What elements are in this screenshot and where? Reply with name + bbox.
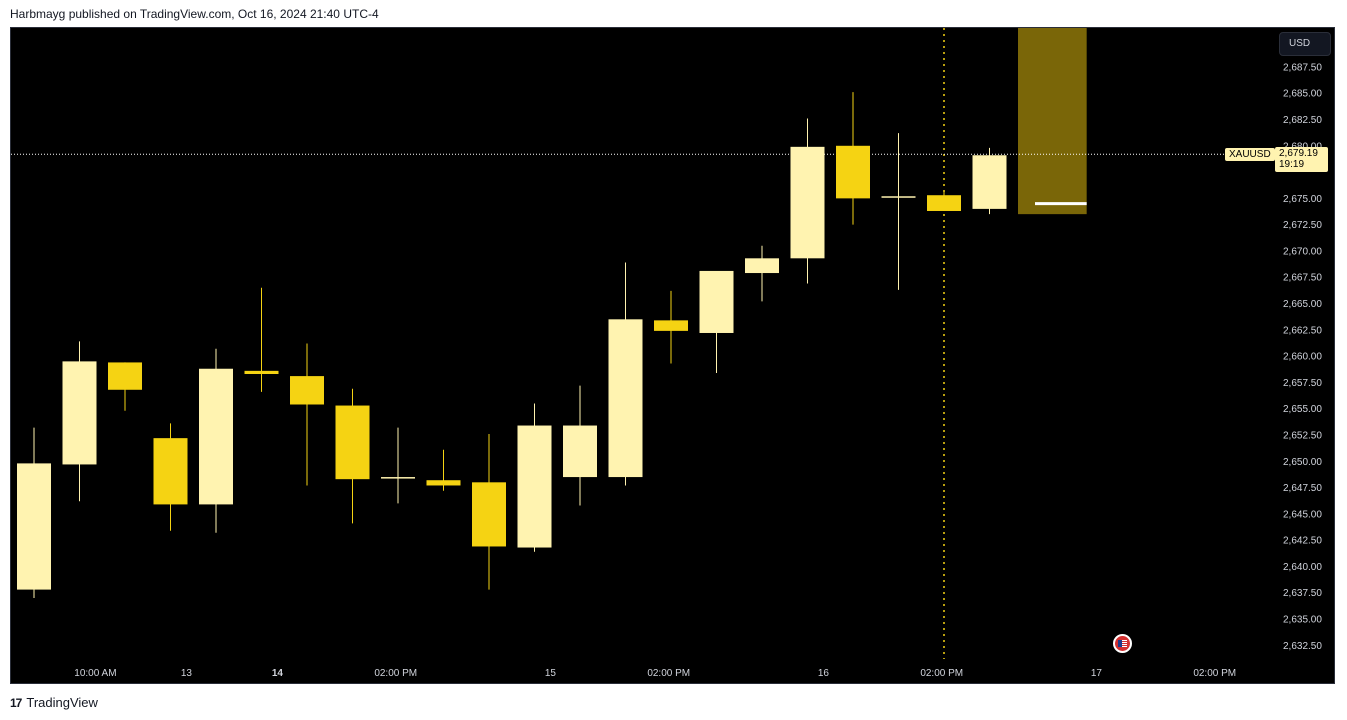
candle-body [881, 196, 916, 198]
y-axis-tick-label: 2,667.50 [1283, 273, 1322, 284]
bar-countdown: 19:19 [1279, 159, 1305, 170]
candle-body [836, 145, 870, 199]
x-axis-tick-label: 16 [818, 668, 830, 679]
y-axis-tick-label: 2,672.50 [1283, 220, 1322, 231]
candle-body [654, 320, 688, 331]
chart-panel[interactable]: 2,632.50 2,635.00 2,637.50 2,640.00 2,642.50… [10, 27, 1335, 684]
candle-body [972, 155, 1007, 209]
candle-body [335, 405, 370, 480]
y-axis-tick-label: 2,657.50 [1283, 378, 1322, 389]
candle-body [608, 319, 643, 478]
brand-name: TradingView [26, 695, 98, 710]
candle-12 [563, 385, 597, 506]
candle-body [153, 438, 188, 505]
candle-3 [153, 423, 188, 531]
y-axis-tick-label: 2,662.50 [1283, 325, 1322, 336]
candle-8 [381, 427, 415, 504]
tradingview-logo-icon: 17 [10, 695, 22, 710]
candle-16 [745, 245, 779, 302]
y-axis-tick-label: 2,660.00 [1283, 352, 1322, 363]
candle-1 [62, 341, 97, 502]
candle-body [244, 370, 279, 374]
x-axis-tick-label: 10:00 AM [74, 668, 116, 679]
y-axis-tick-label: 2,637.50 [1283, 588, 1322, 599]
candle-14 [654, 290, 688, 364]
candle-0 [17, 427, 51, 599]
current-price-label: 2,679.19 19:19 [1275, 147, 1328, 172]
candle-body [426, 480, 461, 486]
candle-4 [199, 348, 233, 533]
candle-5 [244, 287, 279, 392]
y-axis-tick-label: 2,685.00 [1283, 89, 1322, 100]
candle-15 [699, 270, 734, 373]
candle-body [563, 425, 597, 478]
candle-body [290, 376, 324, 405]
candle-body [790, 146, 825, 259]
x-axis-tick-label: 02:00 PM [647, 668, 690, 679]
y-axis-tick-label: 2,650.00 [1283, 457, 1322, 468]
candle-body [517, 425, 552, 548]
y-axis-tick-label: 2,632.50 [1283, 641, 1322, 652]
y-axis-tick-label: 2,687.50 [1283, 62, 1322, 73]
candle-11 [517, 403, 552, 552]
y-axis-tick-label: 2,635.00 [1283, 615, 1322, 626]
price-chart[interactable]: 2,632.50 2,635.00 2,637.50 2,640.00 2,642.50… [11, 28, 1335, 684]
candle-body [199, 368, 233, 505]
candle-body [17, 463, 51, 590]
candle-13 [608, 262, 643, 486]
candle-7 [335, 388, 370, 524]
candle-20 [927, 192, 961, 211]
tradingview-footer[interactable]: 17 TradingView [10, 695, 98, 710]
y-axis-tick-label: 2,682.50 [1283, 115, 1322, 126]
y-axis-tick-label: 2,640.00 [1283, 562, 1322, 573]
candle-body [108, 362, 142, 390]
candle-6 [290, 343, 324, 486]
candle-body [745, 258, 779, 274]
y-axis-tick-label: 2,675.00 [1283, 194, 1322, 205]
currency-button[interactable]: USD [1279, 32, 1331, 56]
candle-2 [108, 362, 142, 411]
y-axis-tick-label: 2,655.00 [1283, 404, 1322, 415]
y-axis-tick-label: 2,652.50 [1283, 430, 1322, 441]
candle-21 [972, 147, 1007, 215]
candle-body [472, 482, 506, 547]
projection-box [1018, 28, 1087, 215]
candle-9 [426, 449, 461, 491]
candle-18 [836, 92, 870, 225]
candle-body [62, 361, 97, 465]
symbol-label: XAUUSD [1225, 148, 1275, 161]
x-axis-tick-label: 02:00 PM [920, 668, 963, 679]
y-axis-tick-label: 2,642.50 [1283, 536, 1322, 547]
x-axis-tick-label: 02:00 PM [374, 668, 417, 679]
y-axis-tick-label: 2,647.50 [1283, 483, 1322, 494]
x-axis-tick-label: 14 [272, 668, 284, 679]
x-axis-tick-label: 15 [545, 668, 557, 679]
us-flag-event-icon[interactable] [1113, 634, 1132, 653]
x-axis-tick-label: 02:00 PM [1193, 668, 1236, 679]
x-axis-tick-label: 13 [181, 668, 193, 679]
candle-10 [472, 433, 506, 590]
y-axis-tick-label: 2,670.00 [1283, 246, 1322, 257]
y-axis-tick-label: 2,645.00 [1283, 509, 1322, 520]
current-price-value: 2,679.19 [1279, 148, 1318, 159]
y-axis-tick-label: 2,680.00 [1283, 141, 1322, 152]
candle-19 [881, 133, 916, 290]
publish-line: Harbmayg published on TradingView.com, O… [10, 7, 379, 21]
x-axis-tick-label: 17 [1091, 668, 1103, 679]
y-axis-tick-label: 2,665.00 [1283, 299, 1322, 310]
candle-body [699, 270, 734, 333]
candle-body [927, 195, 961, 211]
candle-body [381, 477, 415, 479]
candle-17 [790, 118, 825, 284]
